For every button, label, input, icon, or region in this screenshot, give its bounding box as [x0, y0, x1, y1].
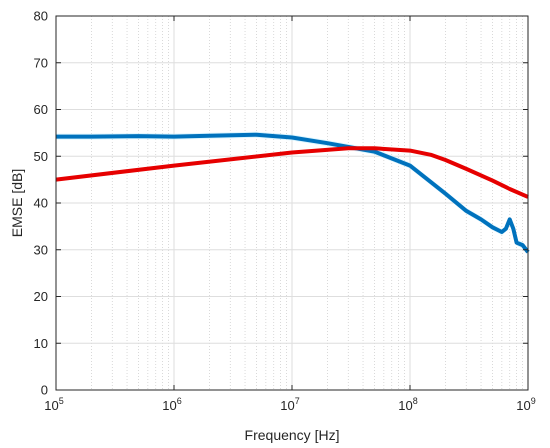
x-tick-label: 107: [280, 396, 299, 413]
x-tick-label: 106: [162, 396, 181, 413]
x-tick-label: 109: [516, 396, 535, 413]
x-tick-label: 105: [44, 396, 63, 413]
y-tick-label: 80: [34, 9, 48, 24]
y-tick-label: 70: [34, 55, 48, 70]
y-tick-label: 60: [34, 102, 48, 117]
ticks: 0 10 20 30 40 50 60 70 80 105 106 107 108 109: [34, 9, 536, 414]
series-2-line: [55, 146, 529, 199]
y-tick-label: 30: [34, 242, 48, 257]
y-tick-label: 20: [34, 289, 48, 304]
series-layer: [55, 131, 530, 256]
y-tick-label: 40: [34, 196, 48, 211]
y-tick-label: 0: [41, 383, 48, 398]
x-axis-label: Frequency [Hz]: [245, 427, 340, 443]
y-tick-label: 50: [34, 149, 48, 164]
series-1-line: [56, 132, 530, 254]
x-tick-label: 108: [398, 396, 417, 413]
y-tick-label: 10: [34, 336, 48, 351]
y-axis-label: EMSE [dB]: [9, 169, 25, 237]
